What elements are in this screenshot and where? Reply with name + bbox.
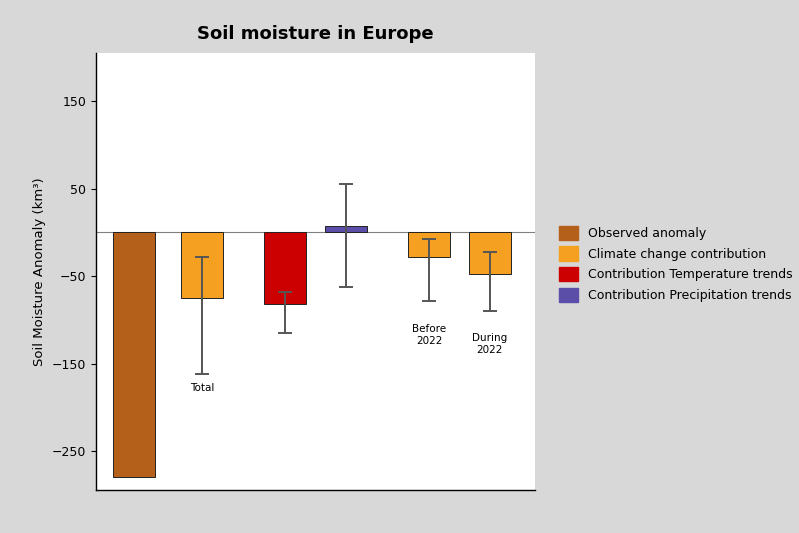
Bar	[181, 232, 223, 298]
Text: Before
2022: Before 2022	[412, 324, 447, 346]
Text: Total: Total	[190, 383, 214, 393]
Legend: Observed anomaly, Climate change contribution, Contribution Temperature trends, : Observed anomaly, Climate change contrib…	[559, 225, 793, 302]
Y-axis label: Soil Moisture Anomaly (km³): Soil Moisture Anomaly (km³)	[34, 177, 46, 366]
Title: Soil moisture in Europe: Soil moisture in Europe	[197, 26, 434, 43]
Bar	[408, 232, 450, 257]
Bar	[264, 232, 306, 304]
Bar	[113, 232, 154, 477]
Bar	[469, 232, 511, 274]
Bar	[325, 225, 367, 232]
Text: During
2022: During 2022	[472, 333, 507, 354]
